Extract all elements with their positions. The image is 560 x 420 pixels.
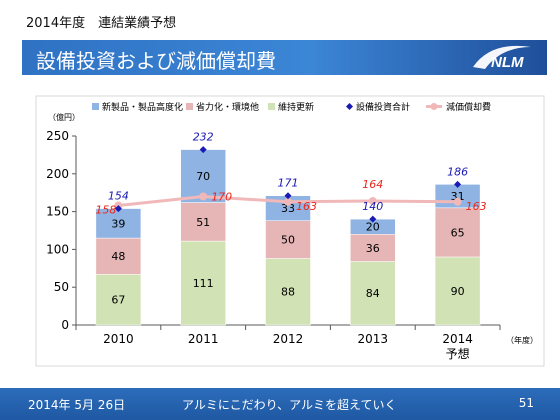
- x-tick-label: 2014: [442, 332, 473, 346]
- capex-total-marker: [114, 205, 122, 213]
- bar-segment: [434, 256, 481, 326]
- bar-segment: [180, 240, 226, 326]
- depreciation-point: [284, 197, 292, 206]
- depreciation-point: [368, 197, 377, 206]
- bar-value-label: 90: [451, 285, 465, 298]
- bar-value-label: 33: [281, 202, 295, 215]
- legend-swatch: [268, 103, 275, 110]
- capex-total-label: 154: [108, 190, 129, 203]
- y-tick-label: 200: [46, 167, 69, 181]
- y-unit-label: （億円）: [48, 112, 80, 122]
- legend-label: 省力化・環境他: [196, 101, 259, 113]
- x-tick-label: 2010: [103, 332, 134, 346]
- footer-slogan: アルミにこだわり、アルミを超えていく: [182, 398, 397, 412]
- page-number: 51: [518, 396, 534, 410]
- logo-swoosh: [473, 45, 531, 69]
- legend-swatch: [346, 103, 353, 110]
- capex-total-label: 186: [447, 165, 468, 178]
- bar-segment: [350, 261, 396, 326]
- slide-title: 設備投資および減価償却費: [36, 49, 276, 73]
- depreciation-label: 170: [211, 190, 232, 203]
- bar-value-label: 39: [111, 217, 125, 230]
- company-logo: NLM: [473, 45, 531, 71]
- bar-value-label: 51: [196, 216, 210, 229]
- capex-total-marker: [454, 180, 462, 188]
- bar-value-label: 20: [366, 221, 380, 234]
- bar-value-label: 111: [193, 277, 214, 290]
- bar-segment: [265, 258, 311, 326]
- bar-segment: [180, 202, 226, 242]
- bar-segment: [95, 208, 142, 239]
- legend-label: 維持更新: [278, 101, 314, 113]
- bar-segment: [350, 234, 396, 262]
- bar-value-label: 36: [366, 242, 380, 255]
- bar-segment: [434, 207, 481, 258]
- bar-value-label: 70: [196, 170, 210, 183]
- bar-value-label: 48: [111, 250, 125, 263]
- footer-date: 2014年 5月 26日: [28, 398, 126, 412]
- legend-label: 設備投資合計: [356, 101, 410, 113]
- y-tick-label: 250: [46, 129, 69, 143]
- legend-swatch: [92, 103, 99, 110]
- capex-total-marker: [284, 192, 292, 200]
- title-band: 設備投資および減価償却費 NLM: [22, 40, 547, 75]
- bar-value-label: 84: [366, 287, 380, 300]
- legend-swatch: [186, 103, 193, 110]
- x-tick-label: 予想: [446, 346, 470, 361]
- x-unit-label: （年度）: [506, 335, 538, 345]
- bar-segment: [265, 220, 311, 259]
- x-tick-label: 2011: [188, 332, 219, 346]
- y-tick-label: 50: [54, 280, 69, 294]
- capex-depreciation-chart: 0 50 100 150 200 250 （億円） 2010 2011 2012 2013 2014予…: [35, 95, 545, 367]
- capex-total-label: 140: [362, 200, 383, 213]
- bar-value-label: 88: [281, 286, 295, 299]
- legend-label: 減価償却費: [446, 101, 491, 113]
- depreciation-label: 163: [466, 200, 487, 213]
- depreciation-point: [199, 192, 208, 201]
- slide-subtitle: 2014年度 連結業績予想: [26, 16, 177, 31]
- footer-bar: 2014年 5月 26日 アルミにこだわり、アルミを超えていく 51: [0, 388, 560, 420]
- legend-label: 新製品・製品高度化: [102, 101, 183, 113]
- x-tick-label: 2013: [358, 332, 389, 346]
- legend-swatch: [430, 103, 438, 110]
- capex-total-label: 171: [278, 177, 299, 190]
- depreciation-label: 164: [362, 178, 383, 191]
- depreciation-label: 163: [296, 200, 317, 213]
- bar-value-label: 67: [111, 294, 125, 307]
- capex-total-label: 232: [193, 131, 214, 144]
- x-tick-label: 2012: [273, 332, 304, 346]
- capex-total-marker: [199, 146, 207, 154]
- depreciation-label: 158: [95, 204, 116, 217]
- y-tick-label: 100: [46, 242, 69, 256]
- logo-text: NLM: [491, 54, 524, 71]
- capex-total-marker: [369, 215, 377, 223]
- y-tick-label: 150: [46, 205, 69, 219]
- bar-value-label: 65: [451, 226, 465, 239]
- y-tick-label: 0: [61, 318, 69, 332]
- bar-value-label: 50: [281, 234, 295, 247]
- depreciation-point: [453, 197, 462, 206]
